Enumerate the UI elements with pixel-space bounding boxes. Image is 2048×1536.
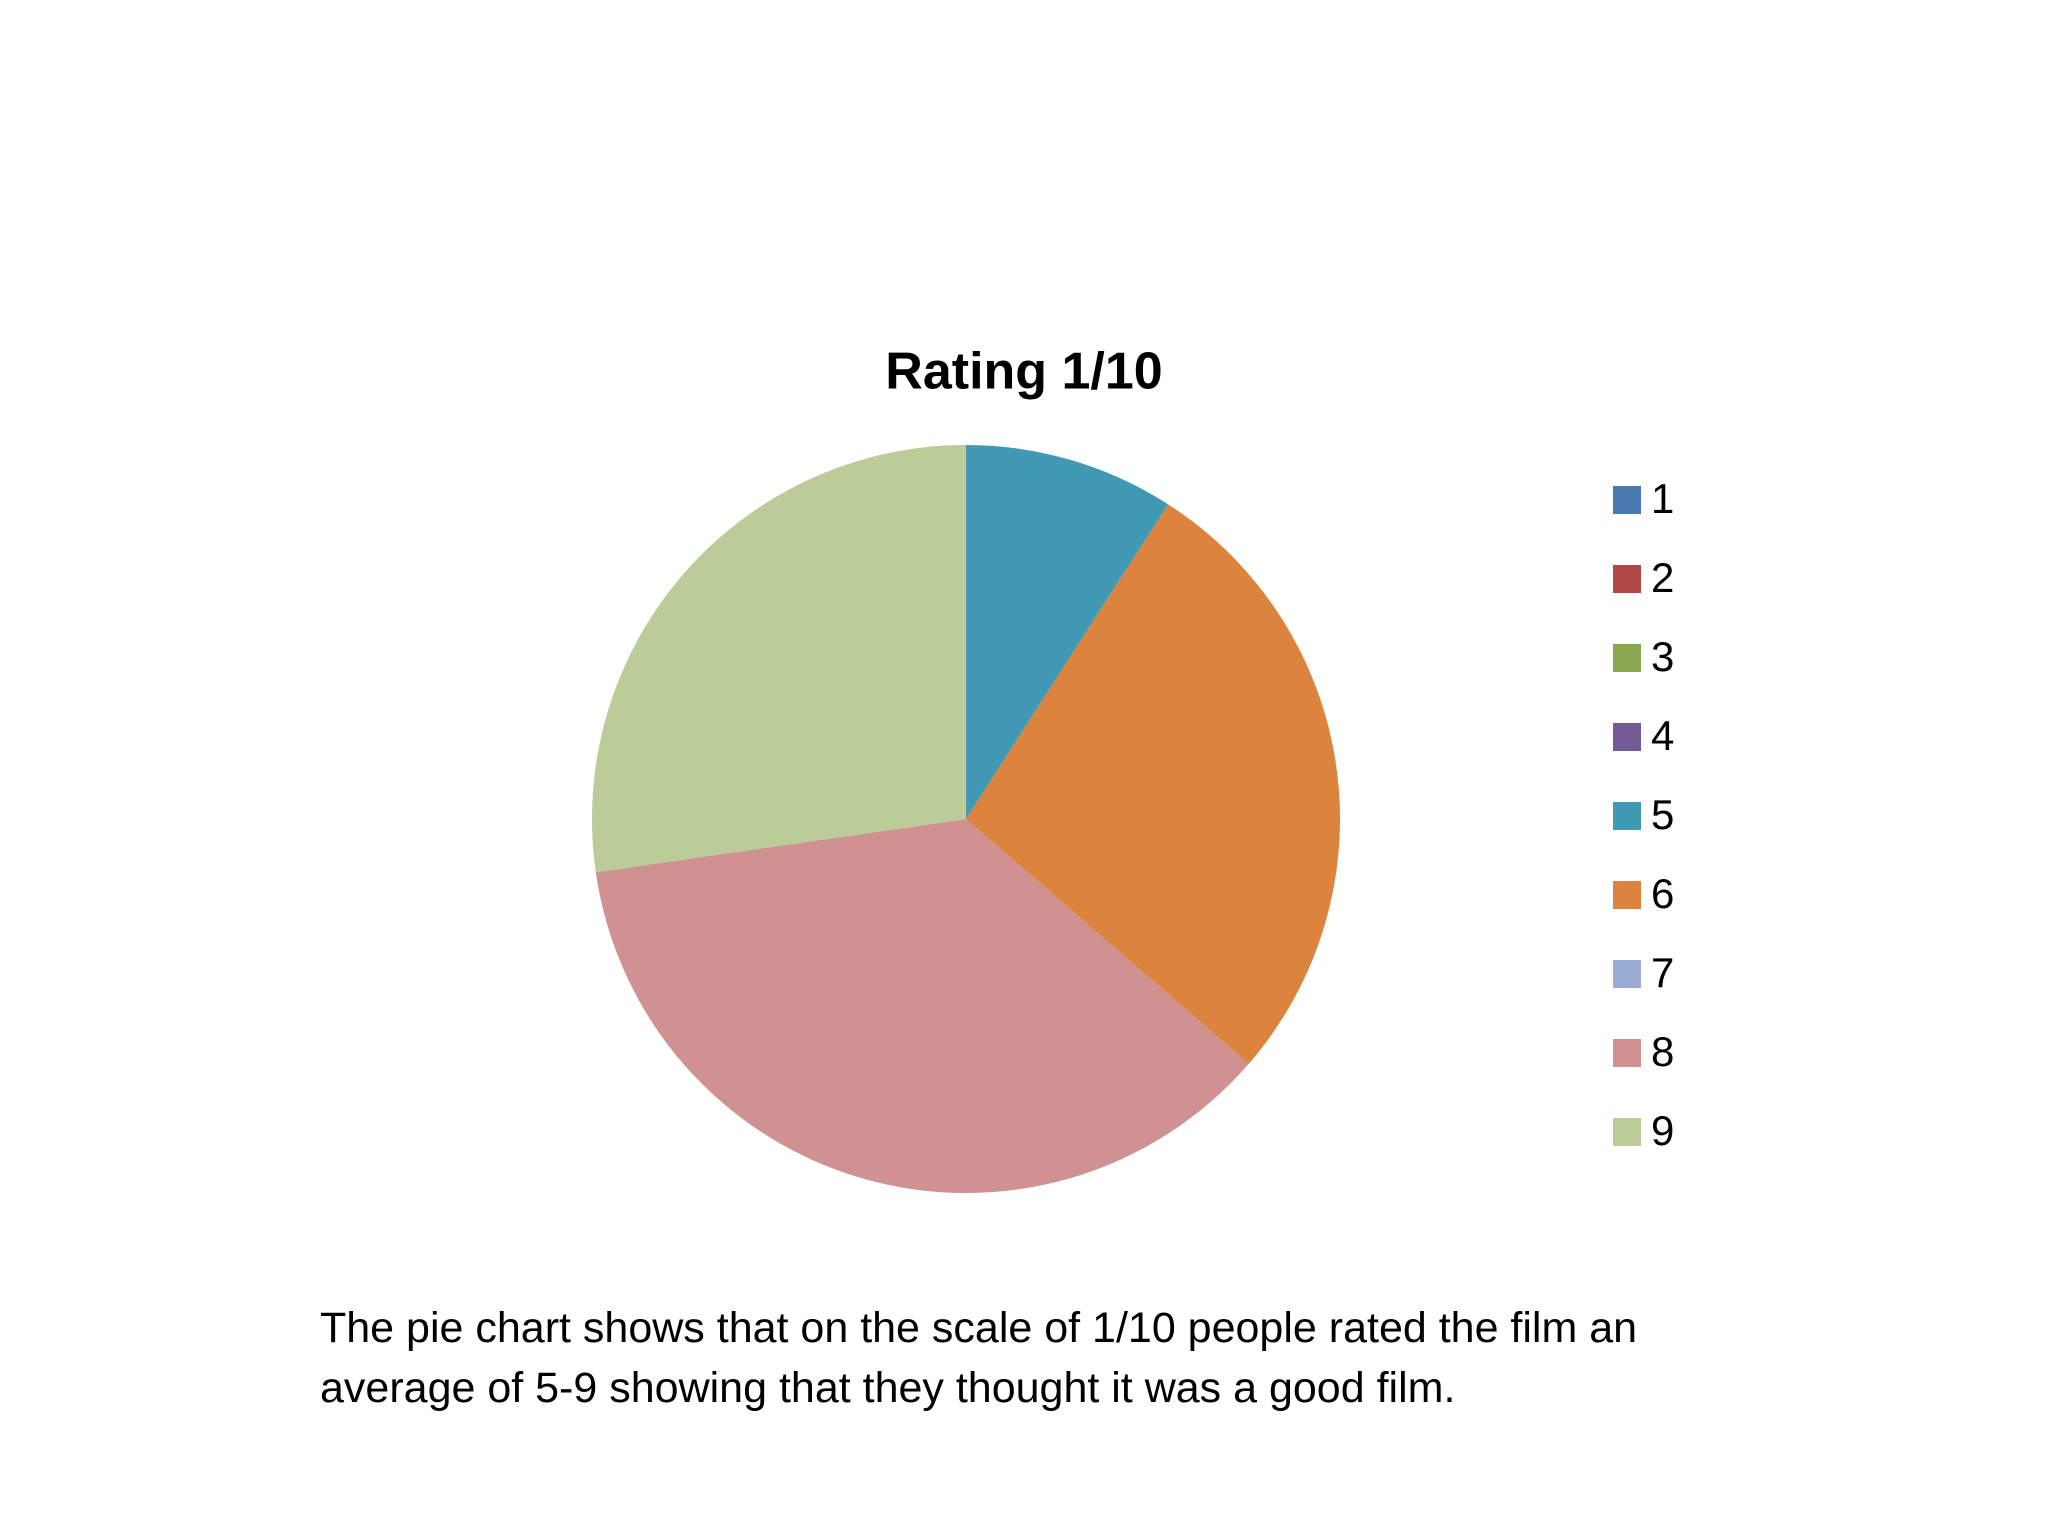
- legend-label: 5: [1651, 791, 1674, 838]
- pie-slice: [595, 819, 1249, 1194]
- legend-swatch: [1613, 960, 1641, 988]
- legend-label: 1: [1651, 475, 1674, 522]
- legend-swatch: [1613, 644, 1641, 672]
- legend-swatch: [1613, 723, 1641, 751]
- legend-swatch: [1613, 881, 1641, 909]
- legend-label: 2: [1651, 554, 1674, 601]
- legend-label: 9: [1651, 1107, 1674, 1154]
- legend-swatch: [1613, 486, 1641, 514]
- legend-swatch: [1613, 802, 1641, 830]
- legend-label: 3: [1651, 633, 1674, 680]
- legend-label: 4: [1651, 712, 1674, 759]
- caption: The pie chart shows that on the scale of…: [320, 1304, 1638, 1412]
- legend-swatch: [1613, 1118, 1641, 1146]
- chart-title: Rating 1/10: [885, 343, 1162, 401]
- legend-swatch: [1613, 1039, 1641, 1067]
- legend-swatch: [1613, 565, 1641, 593]
- pie-slice: [966, 445, 1169, 819]
- legend-label: 7: [1651, 949, 1674, 996]
- pie-slice: [592, 445, 966, 873]
- pie-slice: [966, 504, 1341, 1064]
- legend-label: 6: [1651, 870, 1674, 917]
- legend-label: 8: [1651, 1028, 1674, 1075]
